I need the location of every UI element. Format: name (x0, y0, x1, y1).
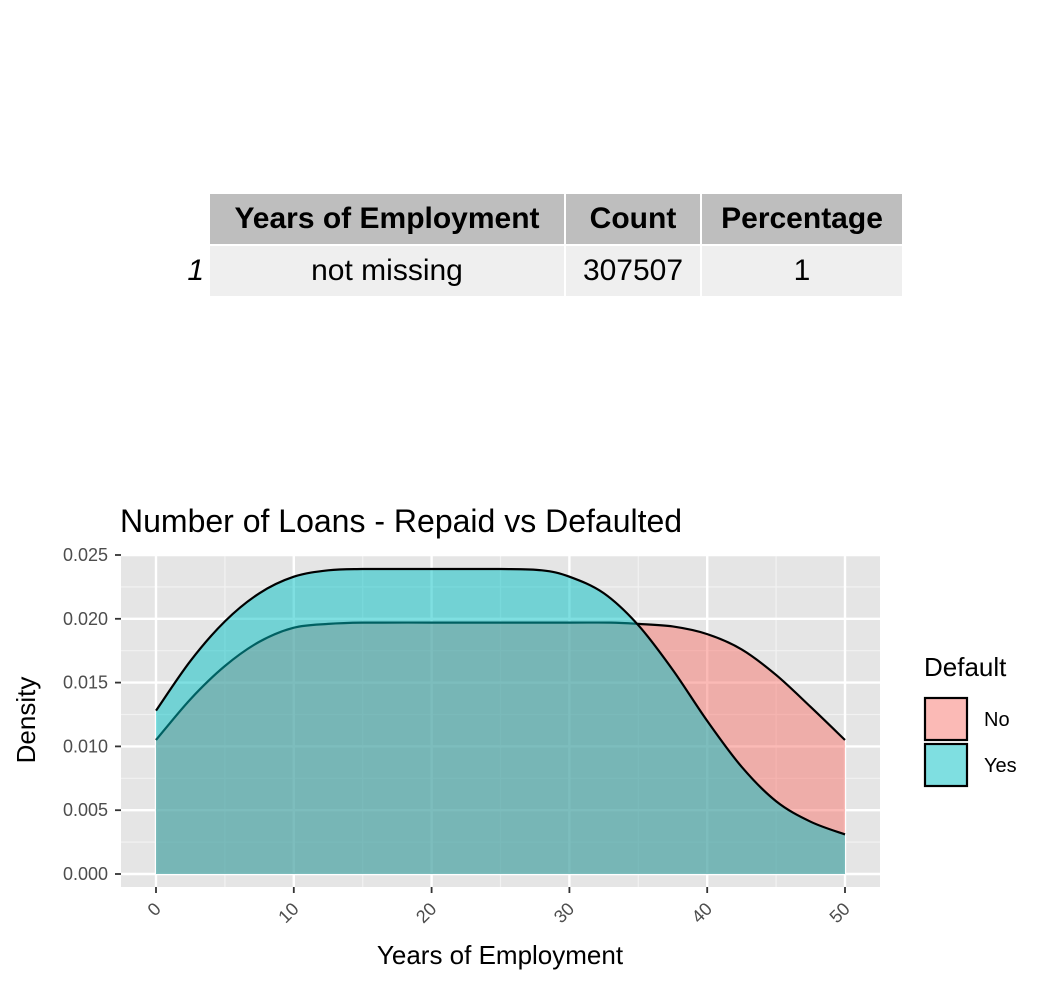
y-tick-label: 0.000 (63, 864, 108, 884)
column-header-count: Count (564, 192, 702, 246)
legend-key-no (923, 696, 969, 742)
y-axis-title: Density (11, 677, 41, 764)
legend-label-no: No (984, 709, 1010, 731)
x-axis: 0 10 20 30 40 50 (144, 887, 854, 927)
x-tick-label: 0 (144, 899, 165, 920)
chart-title: Number of Loans - Repaid vs Defaulted (120, 503, 682, 539)
x-tick-label: 20 (412, 899, 440, 927)
legend-label-yes: Yes (984, 755, 1017, 777)
legend: Default No Yes (923, 652, 1017, 788)
x-tick-label: 40 (688, 899, 716, 927)
row-name-header (172, 192, 210, 246)
row-name: 1 (172, 244, 210, 298)
table-cell-percentage: 1 (700, 244, 904, 298)
y-axis: 0.000 0.005 0.010 0.015 0.020 0.025 (63, 545, 121, 884)
x-tick-label: 30 (550, 899, 578, 927)
table-header-row: Years of Employment Count Percentage (172, 192, 904, 246)
summary-table: Years of Employment Count Percentage 1 n… (172, 192, 904, 298)
density-areas (155, 567, 846, 874)
x-tick-label: 10 (274, 899, 302, 927)
y-tick-label: 0.025 (63, 545, 108, 565)
density-line-yes (155, 567, 846, 836)
y-tick-label: 0.020 (63, 609, 108, 629)
table-cell-count: 307507 (564, 244, 702, 298)
y-tick-label: 0.005 (63, 800, 108, 820)
table-row: 1 not missing 307507 1 (172, 244, 904, 298)
x-axis-title: Years of Employment (377, 940, 624, 970)
legend-title: Default (924, 652, 1007, 682)
legend-key-yes (923, 742, 969, 788)
x-tick-label: 50 (826, 899, 854, 927)
density-area-yes (156, 568, 845, 874)
column-header-years: Years of Employment (208, 192, 566, 246)
density-chart: Number of Loans - Repaid vs Defaulted 0.… (11, 503, 1017, 970)
column-header-percentage: Percentage (700, 192, 904, 246)
y-tick-label: 0.010 (63, 736, 108, 756)
table-cell-years: not missing (208, 244, 566, 298)
y-tick-label: 0.015 (63, 673, 108, 693)
